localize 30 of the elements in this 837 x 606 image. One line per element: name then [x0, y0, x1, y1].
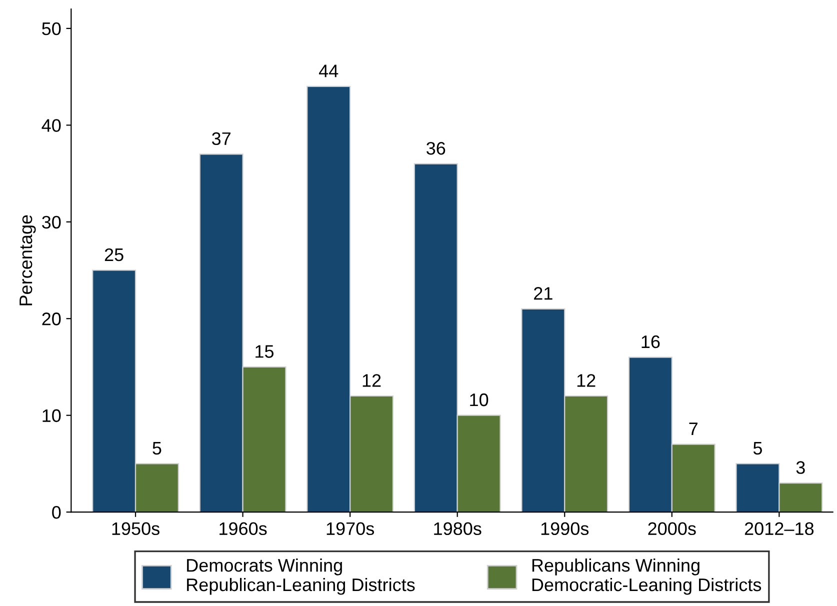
x-tick-label: 1960s [220, 522, 267, 536]
y-tick-label: 50 [42, 22, 61, 36]
data-label: 37 [212, 132, 230, 146]
data-label: 12 [362, 374, 381, 387]
legend-label: Republicans Winning Democratic-Leaning Districts [532, 558, 762, 595]
data-label: 5 [753, 442, 762, 455]
x-tick-label: 2012–18 [744, 522, 814, 536]
x-tick-label: 1990s [541, 522, 589, 536]
y-tick-label: 0 [52, 506, 61, 519]
data-label: 12 [577, 374, 596, 387]
x-tick-label: 1980s [434, 522, 482, 536]
x-tick-label: 1950s [112, 522, 160, 536]
y-axis-title: Percentage [20, 215, 36, 306]
data-label: 16 [642, 335, 660, 348]
y-tick-label: 40 [42, 119, 61, 132]
legend-label: Democrats Winning Republican-Leaning Districts [187, 558, 415, 595]
data-label: 44 [318, 64, 338, 78]
x-tick-label: 2000s [648, 522, 696, 536]
data-label: 5 [152, 442, 162, 455]
y-tick-label: 20 [42, 312, 61, 326]
data-label: 21 [534, 287, 552, 300]
data-label: 7 [689, 422, 698, 436]
y-tick-label: 30 [42, 216, 61, 229]
data-label: 3 [796, 461, 805, 474]
data-label: 15 [256, 345, 274, 358]
data-label: 36 [426, 142, 446, 155]
y-tick-label: 10 [42, 409, 61, 422]
x-tick-label: 1970s [326, 522, 374, 536]
data-label: 25 [104, 248, 124, 262]
data-label: 10 [470, 393, 488, 406]
